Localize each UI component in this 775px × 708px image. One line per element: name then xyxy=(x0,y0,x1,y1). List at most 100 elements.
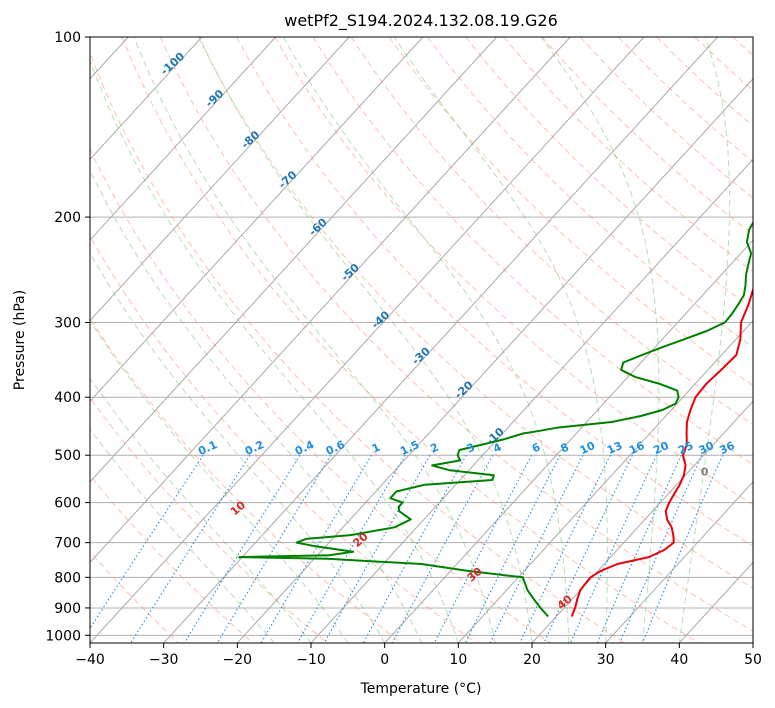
dry-adiabat xyxy=(236,37,753,547)
y-axis-label: Pressure (hPa) xyxy=(12,290,28,390)
dry-adiabat xyxy=(90,474,254,643)
mixing-ratio-line xyxy=(519,454,611,643)
x-tick-label: 0 xyxy=(380,652,389,668)
x-tick-label: −30 xyxy=(149,652,179,668)
mixing-ratio-label: 4 xyxy=(491,440,504,455)
isotherm-line xyxy=(90,37,203,161)
dry-adiabat xyxy=(350,37,753,426)
isotherm-label: -80 xyxy=(239,128,263,151)
isotherm-line xyxy=(678,561,753,643)
mixing-ratio-label: 10 xyxy=(578,439,598,457)
dry-adiabat xyxy=(90,148,551,643)
y-tick-label: 100 xyxy=(54,30,81,46)
moist-adiabat xyxy=(133,37,496,643)
dry-adiabat xyxy=(656,37,753,127)
mixing-ratio-line xyxy=(433,454,533,643)
moist-adiabat xyxy=(393,37,608,643)
isotherm-line xyxy=(236,78,753,643)
y-tick-label: 400 xyxy=(54,390,81,406)
plot-frame xyxy=(89,36,754,644)
plot-labels: -100-90-80-70-60-50-40-30-20-100.1 0.2 0.4… xyxy=(158,50,737,613)
chart-title: wetPf2_S194.2024.132.08.19.G26 xyxy=(284,11,558,31)
dry-adiabat xyxy=(465,37,753,310)
dry-adiabat xyxy=(90,235,477,643)
mixing-ratio-label: 20 xyxy=(651,439,671,457)
mixing-ratio-label: 13 xyxy=(605,439,624,457)
dry-adiabat xyxy=(579,37,753,199)
moist-adiabat xyxy=(90,169,422,643)
mixing-ratio-line xyxy=(464,454,561,643)
dry-adiabat xyxy=(388,37,753,387)
isotherm-line xyxy=(90,37,497,483)
dry-adiabat xyxy=(274,37,753,506)
mixing-ratio-line xyxy=(569,454,658,643)
x-tick-label: 40 xyxy=(670,652,688,668)
moist-adiabat-label: 40 xyxy=(555,592,575,612)
isotherm-line xyxy=(310,158,753,643)
mixing-ratio-label: 6 xyxy=(530,440,543,455)
x-axis-label: Temperature (°C) xyxy=(360,681,482,697)
mixing-ratio-line xyxy=(216,454,332,643)
moist-adiabat-label: 30 xyxy=(465,565,485,585)
moist-adiabat xyxy=(540,37,660,643)
isotherm-line xyxy=(531,400,753,643)
mixing-ratio-line xyxy=(297,454,406,643)
isotherm-line xyxy=(90,37,276,241)
x-tick-label: 10 xyxy=(449,652,467,668)
mixing-ratio-line xyxy=(489,454,584,643)
mixing-ratio-label: 2 xyxy=(428,441,440,456)
x-tick-label: −40 xyxy=(75,652,105,668)
dry-adiabat xyxy=(159,37,753,632)
mixing-ratio-line xyxy=(90,454,204,630)
dry-adiabat xyxy=(312,37,753,466)
moist-adiabat xyxy=(198,37,533,643)
moist-adiabat xyxy=(90,59,459,643)
x-tick-label: −10 xyxy=(296,652,326,668)
isotherm-line xyxy=(605,481,753,643)
isotherm-label: -100 xyxy=(158,50,187,78)
isotherm-line xyxy=(752,642,753,643)
x-axis: −40 −30 −20 −10 0 10 20 30 40 50 xyxy=(75,643,762,668)
dry-adiabat xyxy=(90,397,328,643)
dry-adiabat xyxy=(427,37,753,348)
mixing-ratio-line xyxy=(362,454,467,643)
isotherm-line xyxy=(384,239,753,643)
isotherm-line xyxy=(90,37,645,643)
dry-adiabat xyxy=(90,551,180,643)
mixing-ratio-label: 36 xyxy=(717,439,737,457)
moist-adiabat xyxy=(90,252,386,643)
y-tick-label: 200 xyxy=(54,210,81,226)
isotherm-label: -50 xyxy=(339,261,363,284)
mixing-ratio-label: 25 xyxy=(676,439,695,457)
plot-lines xyxy=(90,37,753,643)
mixing-ratio-label: 30 xyxy=(697,439,717,457)
moist-adiabat xyxy=(678,37,731,643)
y-tick-label: 900 xyxy=(54,601,81,617)
temperature-line xyxy=(570,286,753,617)
y-tick-label: 500 xyxy=(54,448,81,464)
mixing-ratio-line xyxy=(619,454,703,643)
isotherm-label: -70 xyxy=(276,168,300,191)
isotherm-label: -90 xyxy=(203,87,227,110)
moist-adiabat xyxy=(90,428,275,643)
y-tick-label: 1000 xyxy=(45,628,81,644)
mixing-ratio-line xyxy=(642,454,724,643)
isotherm-line xyxy=(90,37,571,564)
isotherm-line xyxy=(457,319,753,643)
y-tick-label: 600 xyxy=(54,496,81,512)
x-tick-label: 30 xyxy=(597,652,615,668)
mixing-ratio-label: 8 xyxy=(558,441,570,456)
moist-adiabat xyxy=(90,319,349,643)
mixing-ratio-line xyxy=(260,454,372,643)
dry-adiabat xyxy=(90,317,403,643)
x-tick-label: 20 xyxy=(523,652,541,668)
mixing-ratio-label: 3 xyxy=(464,441,476,456)
dry-adiabat xyxy=(618,37,753,163)
mixing-ratio-label: 16 xyxy=(627,439,647,457)
isotherm-line xyxy=(90,37,350,322)
dewpoint-line xyxy=(238,220,753,618)
isotherm-label: -20 xyxy=(452,378,476,401)
moist-adiabat xyxy=(282,37,570,643)
x-tick-label: 50 xyxy=(744,652,762,668)
